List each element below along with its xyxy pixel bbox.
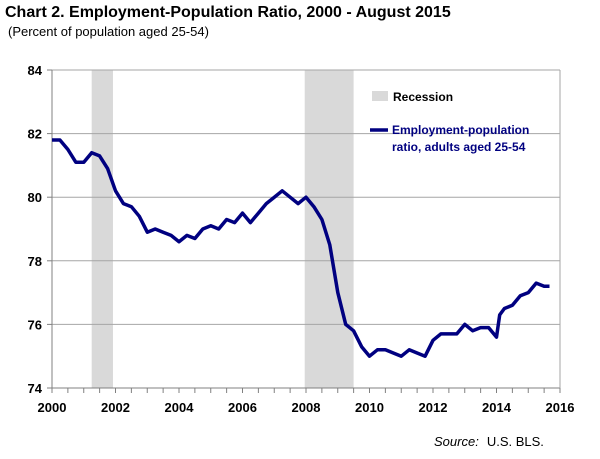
- y-tick-label: 80: [28, 190, 42, 205]
- y-tick-label: 84: [28, 63, 43, 78]
- x-tick-label: 2010: [355, 400, 384, 415]
- legend-recession-label: Recession: [393, 90, 453, 104]
- chart-subtitle: (Percent of population aged 25-54): [8, 24, 209, 39]
- x-tick-label: 2006: [228, 400, 257, 415]
- x-tick-label: 2004: [165, 400, 195, 415]
- source-label: Source:: [434, 434, 479, 449]
- y-tick-label: 78: [28, 254, 42, 269]
- x-tick-label: 2002: [101, 400, 130, 415]
- chart-title: Chart 2. Employment-Population Ratio, 20…: [5, 4, 451, 21]
- legend-series-label-line1: Employment-population: [392, 123, 529, 137]
- legend-recession-swatch: [372, 91, 388, 101]
- x-tick-label: 2012: [419, 400, 448, 415]
- source-note: Source: U.S. BLS.: [434, 434, 544, 449]
- x-tick-label: 2016: [546, 400, 575, 415]
- recession-band: [304, 70, 354, 388]
- series-line: [52, 138, 550, 358]
- source-value: U.S. BLS.: [486, 434, 544, 449]
- x-tick-label: 2014: [482, 400, 512, 415]
- x-tick-label: 2000: [38, 400, 67, 415]
- y-tick-label: 76: [28, 317, 42, 332]
- recession-band: [91, 70, 113, 388]
- x-tick-label: 2008: [292, 400, 321, 415]
- y-tick-label: 74: [28, 381, 43, 396]
- legend-series-label-line2: ratio, adults aged 25-54: [392, 140, 526, 154]
- y-tick-label: 82: [28, 127, 42, 142]
